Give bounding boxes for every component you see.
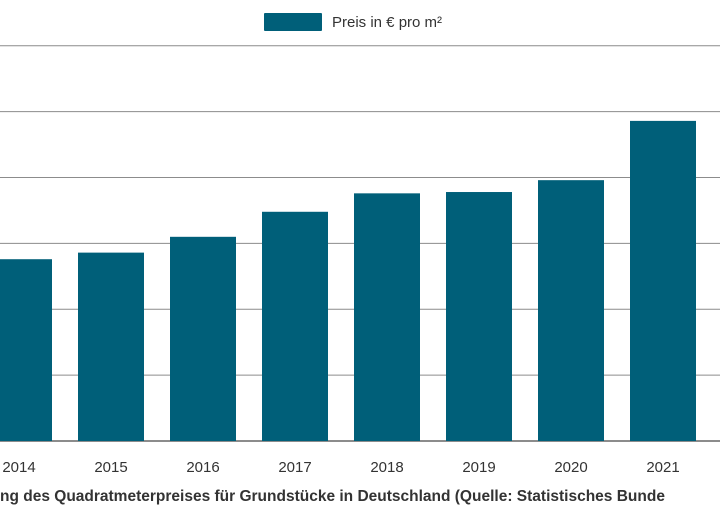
x-tick-label-2018: 2018 [370, 459, 403, 476]
x-tick-label-2020: 2020 [554, 459, 587, 476]
legend-swatch [264, 13, 322, 31]
bar-2016 [170, 236, 236, 441]
x-tick-label-2014: 2014 [2, 459, 35, 476]
x-tick-label-2016: 2016 [186, 459, 219, 476]
chart-caption: ng des Quadratmeterpreises für Grundstüc… [0, 488, 665, 505]
legend-label: Preis in € pro m² [332, 14, 442, 31]
x-tick-label-2021: 2021 [646, 459, 679, 476]
x-tick-label-2017: 2017 [278, 459, 311, 476]
bar-2015 [78, 252, 144, 441]
legend: Preis in € pro m² [264, 13, 442, 31]
x-tick-label-2015: 2015 [94, 459, 127, 476]
bar-2020 [538, 180, 604, 441]
bars [0, 120, 696, 441]
bar-2014 [0, 259, 52, 441]
x-axis-tick-labels: 2014 2015 2016 2017 2018 2019 2020 2021 [2, 459, 679, 476]
bar-2017 [262, 211, 328, 441]
bar-2019 [446, 192, 512, 441]
bar-2018 [354, 193, 420, 441]
bar-2021 [630, 120, 696, 441]
x-tick-label-2019: 2019 [462, 459, 495, 476]
